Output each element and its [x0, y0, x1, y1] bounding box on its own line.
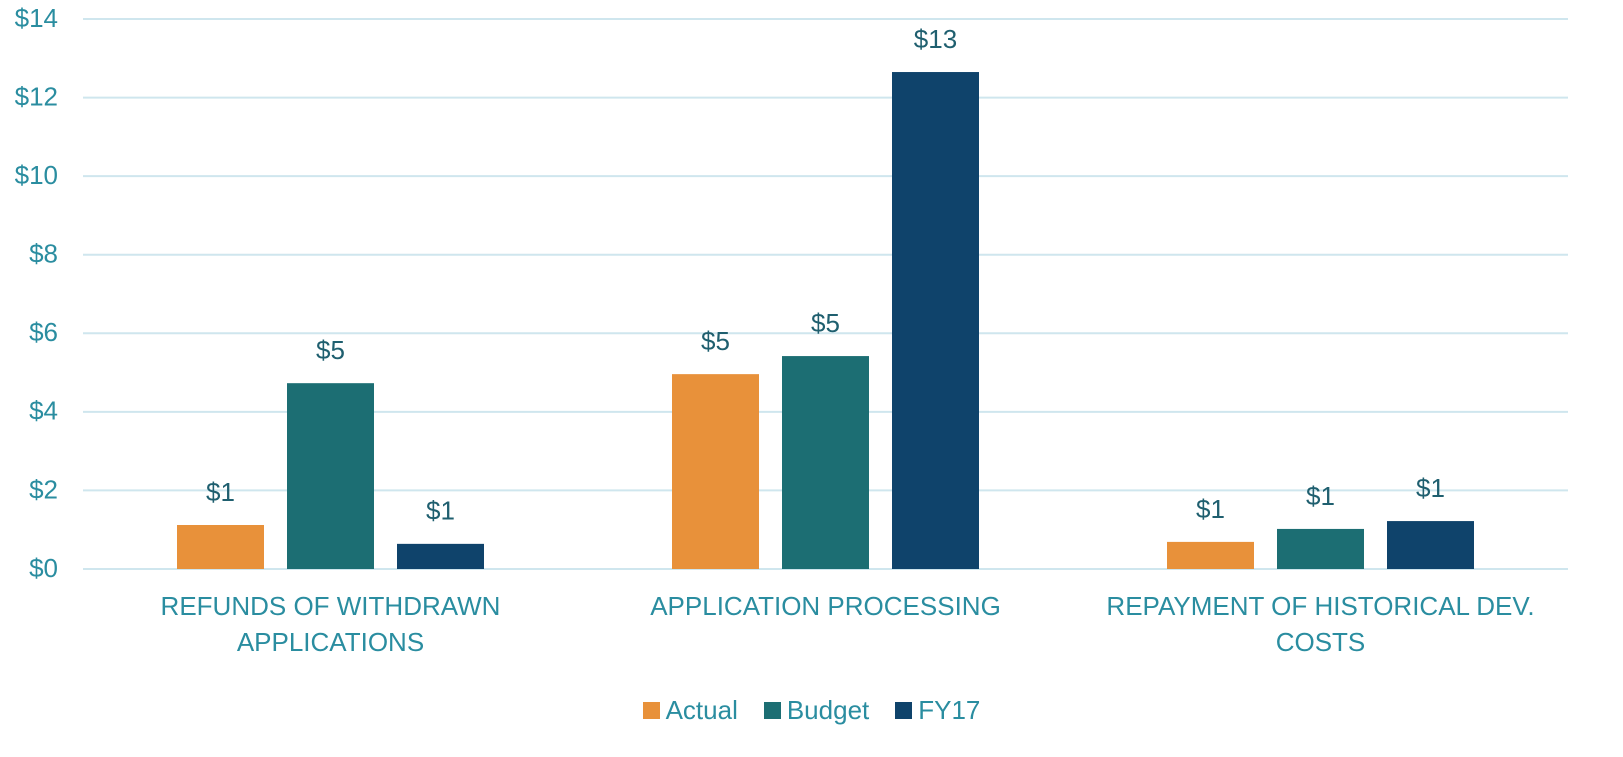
y-tick-label: $10: [15, 160, 58, 190]
x-tick-label: REPAYMENT OF HISTORICAL DEV. COSTS: [1106, 591, 1535, 657]
y-tick-label: $6: [29, 317, 58, 347]
x-tick-label: REFUNDS OF WITHDRAWN APPLICATIONS: [160, 591, 501, 657]
x-tick-label: APPLICATION PROCESSING: [650, 591, 1001, 621]
legend: Actual Budget FY17: [0, 695, 1623, 726]
legend-label: Budget: [786, 695, 870, 725]
bar: [782, 356, 869, 569]
value-label: $5: [811, 308, 840, 338]
value-label: $5: [701, 326, 730, 356]
bar: [672, 374, 759, 569]
bar: [397, 543, 484, 569]
legend-item: Budget: [763, 695, 870, 726]
bar: [892, 72, 979, 570]
y-tick-label: $14: [15, 3, 58, 33]
value-label: $13: [914, 24, 957, 54]
legend-swatch: [763, 702, 781, 719]
legend-label: Actual: [665, 695, 738, 725]
legend-swatch: [895, 702, 913, 719]
value-label: $1: [1196, 494, 1225, 524]
bar: [1167, 541, 1254, 569]
legend-item: Actual: [642, 695, 738, 726]
y-tick-label: $0: [29, 553, 58, 583]
value-label: $1: [1306, 481, 1335, 511]
legend-label: FY17: [918, 695, 981, 725]
bar: [1387, 521, 1474, 569]
value-label: $1: [1416, 473, 1445, 503]
bar: [1277, 528, 1364, 569]
y-tick-label: $2: [29, 474, 58, 504]
y-tick-label: $8: [29, 239, 58, 269]
legend-swatch: [642, 702, 660, 719]
bar: [287, 383, 374, 569]
bar: [177, 525, 264, 569]
y-tick-label: $4: [29, 396, 58, 426]
value-label: $1: [206, 477, 235, 507]
y-tick-label: $12: [15, 81, 58, 111]
legend-item: FY17: [895, 695, 980, 726]
value-label: $1: [426, 496, 455, 526]
value-label: $5: [316, 335, 345, 365]
